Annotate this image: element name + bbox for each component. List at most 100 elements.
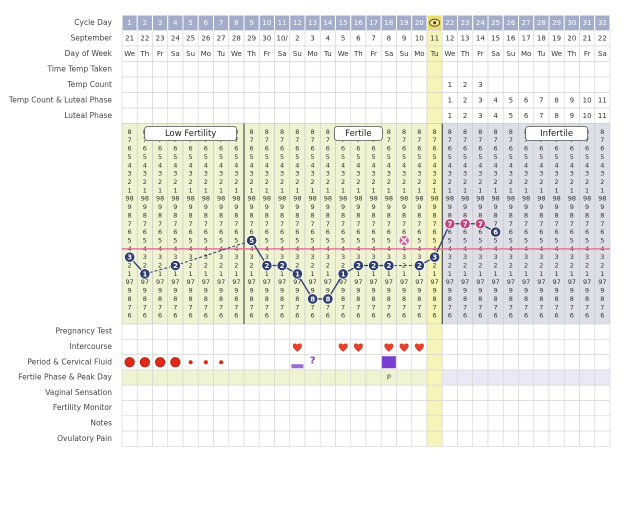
cell [289,400,306,417]
y-tick-label: 9 [387,203,391,211]
cell [396,384,413,401]
y-tick-label: 8 [509,295,513,303]
y-tick-label: 98 [125,195,133,203]
cell [167,415,184,432]
cell [182,430,199,447]
y-tick-label: 5 [433,153,437,161]
y-tick-label: 3 [189,253,193,261]
y-tick-label: 8 [417,211,421,219]
y-tick-label: 9 [509,287,513,295]
cell [258,384,275,401]
row-label: Fertility Monitor [53,403,113,412]
cell [533,61,550,78]
cell [365,400,382,417]
cell [228,430,245,447]
row-label: Temp Count [66,80,112,89]
y-tick-label: 8 [326,128,330,136]
cell [563,369,580,386]
cell [289,61,306,78]
y-tick-label: 7 [265,136,269,144]
y-tick-label: 98 [293,195,301,203]
y-tick-label: 4 [585,161,589,169]
cell [228,107,245,124]
cell [487,430,504,447]
cell [167,107,184,124]
y-tick-label: 9 [265,203,269,211]
cell [518,430,535,447]
y-tick-label: 1 [158,186,162,194]
temp-count-luteal: 10 [583,96,592,104]
cell [197,415,214,432]
y-tick-label: 7 [387,303,391,311]
y-tick-label: 7 [280,303,284,311]
dates: 24 [171,34,180,42]
point-label: 3 [127,254,132,262]
cell [579,384,596,401]
y-tick-label: 3 [356,253,360,261]
y-tick-label: 9 [570,203,574,211]
y-tick-label: 1 [555,186,559,194]
cell [502,384,519,401]
y-tick-label: 6 [341,228,345,236]
y-tick-label: 9 [417,203,421,211]
cycle-day: 28 [537,19,546,27]
cell [274,415,291,432]
cell [289,369,306,386]
y-tick-label: 5 [402,153,406,161]
cycle-day: 10 [262,19,271,27]
cell [213,338,230,355]
y-tick-label: 7 [433,220,437,228]
cell [579,369,596,386]
y-tick-label: 2 [219,178,223,186]
cell [411,323,428,340]
y-tick-label: 1 [143,186,147,194]
y-tick-label: 9 [341,287,345,295]
y-tick-label: 8 [219,211,223,219]
y-tick-label: 9 [326,203,330,211]
y-tick-label: 7 [524,303,528,311]
cell [182,384,199,401]
y-tick-label: 7 [280,220,284,228]
y-tick-label: 3 [173,170,177,178]
y-tick-label: 3 [219,170,223,178]
y-tick-label: 3 [402,170,406,178]
cell [380,415,397,432]
y-tick-label: 6 [173,312,177,320]
cell [121,369,138,386]
y-tick-label: 1 [570,270,574,278]
y-tick-label: 3 [448,253,452,261]
y-tick-label: 2 [204,262,208,270]
y-tick-label: 1 [173,186,177,194]
y-tick-label: 3 [250,253,254,261]
gap-connector [175,239,252,266]
cell [152,338,169,355]
y-tick-label: 3 [417,170,421,178]
y-tick-label: 4 [219,161,223,169]
cell [182,92,199,109]
cell [502,354,519,371]
weekdays: We [338,50,349,58]
y-tick-label: 3 [585,253,589,261]
y-tick-label: 2 [280,178,284,186]
y-tick-label: 7 [234,220,238,228]
cell [304,92,321,109]
y-tick-label: 97 [217,278,225,286]
cycle-day: 32 [598,19,607,27]
temp-count: 3 [478,81,482,89]
temperature-point [459,218,471,230]
cell [502,415,519,432]
cell [441,61,458,78]
point-label: 7 [478,220,483,228]
y-tick-label: 7 [463,303,467,311]
cell [472,384,489,401]
cell [304,76,321,93]
y-tick-label: 1 [570,186,574,194]
y-tick-label: 1 [433,186,437,194]
cell [243,107,260,124]
y-tick-label: 6 [158,145,162,153]
y-tick-label: 6 [250,312,254,320]
cell [563,338,580,355]
cell [243,92,260,109]
y-tick-label: 5 [356,236,360,244]
cell [213,76,230,93]
